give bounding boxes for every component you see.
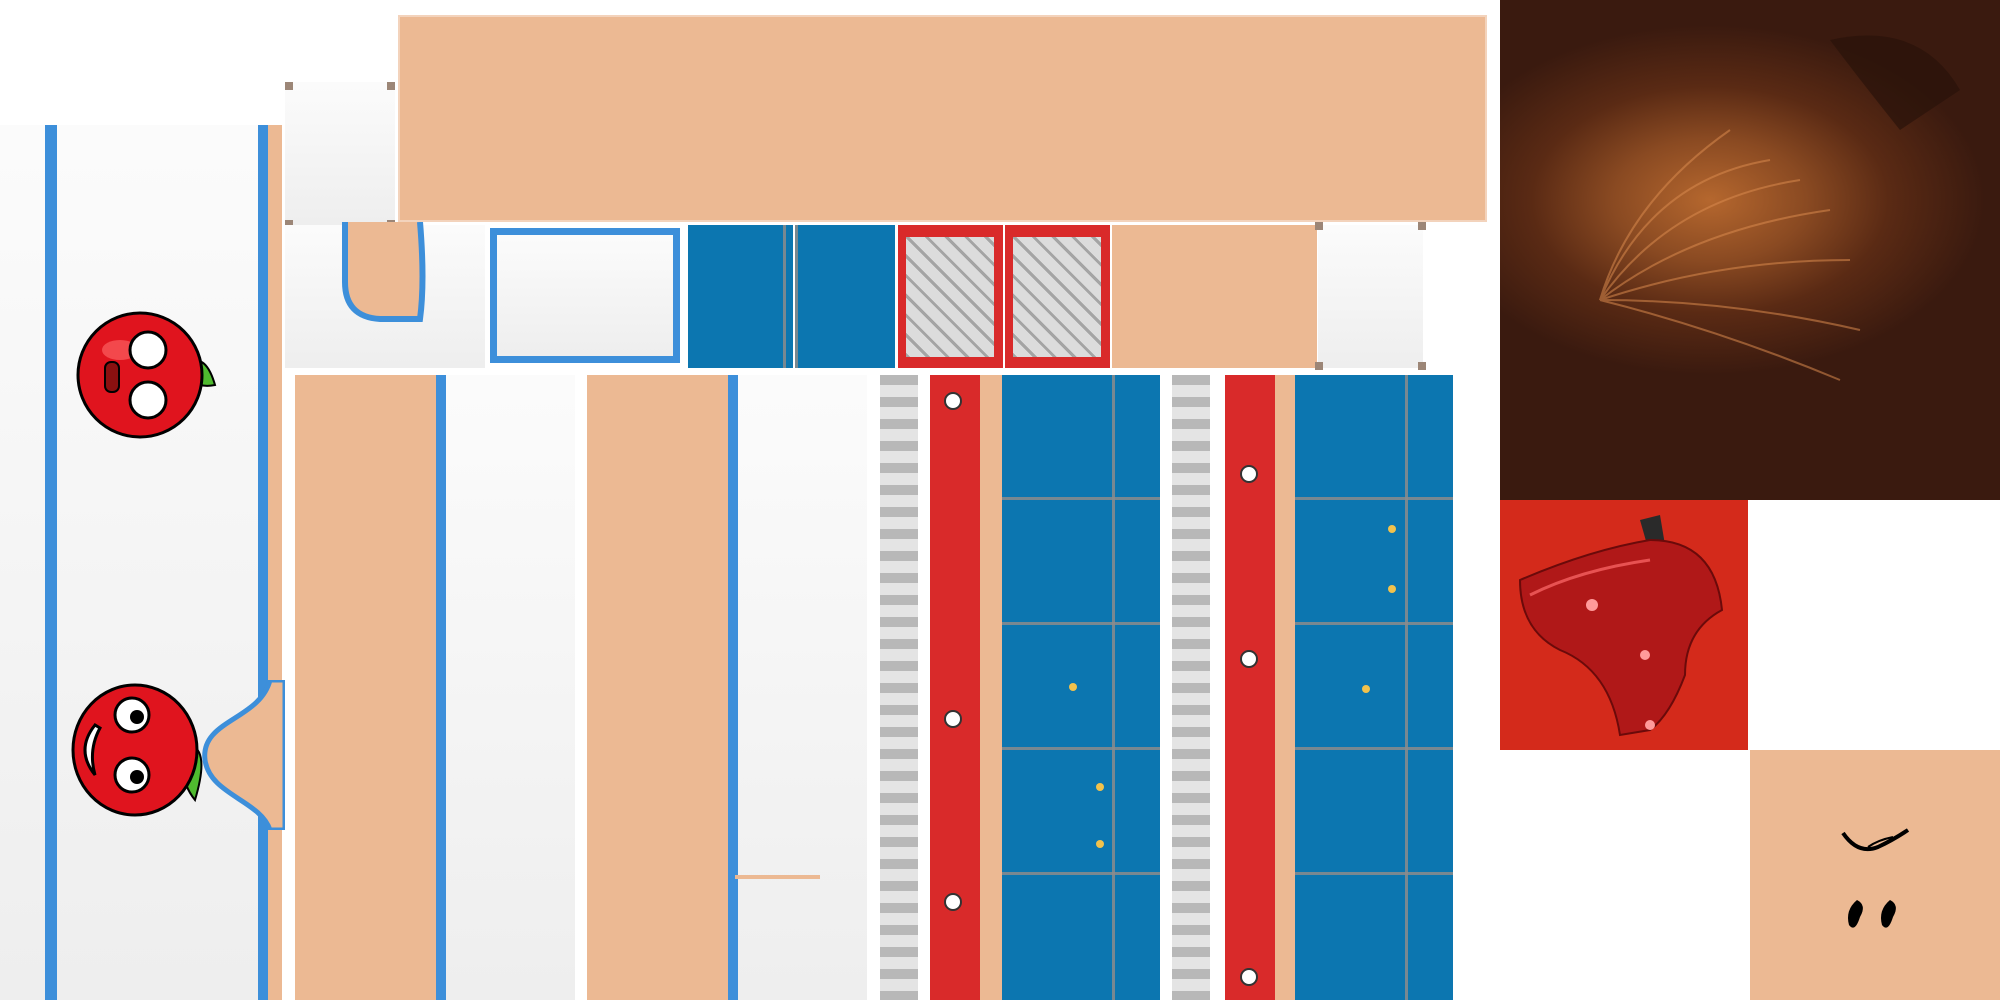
leg-seam bbox=[1002, 497, 1160, 500]
brass-rivet-icon bbox=[1069, 683, 1077, 691]
denim-seam bbox=[795, 225, 798, 368]
brass-rivet-icon bbox=[1388, 525, 1396, 533]
leg-seam bbox=[1295, 872, 1453, 875]
quilted-pattern bbox=[906, 237, 994, 357]
shirt-skin-strip bbox=[268, 125, 282, 1000]
collar-tile-corner bbox=[387, 82, 395, 90]
strap-button-icon bbox=[944, 710, 962, 728]
denim-tile-a bbox=[688, 225, 793, 368]
leg-seam bbox=[1002, 622, 1160, 625]
button-tile-corner bbox=[1418, 222, 1426, 230]
brass-rivet-icon bbox=[1096, 840, 1104, 848]
collar-tile-corner bbox=[285, 82, 293, 90]
sleeve-shirt-b bbox=[732, 375, 867, 1000]
strap-button-icon bbox=[944, 893, 962, 911]
collar-tile bbox=[285, 82, 395, 225]
button-tile bbox=[1318, 225, 1423, 368]
leg-seam bbox=[1295, 622, 1453, 625]
sleeve-divider bbox=[735, 875, 820, 879]
button-tile-corner bbox=[1418, 362, 1426, 370]
strap-button-icon bbox=[944, 392, 962, 410]
overall-leg-a bbox=[1002, 375, 1160, 1000]
strap-button-icon bbox=[1240, 650, 1258, 668]
button-tile-corner bbox=[1315, 362, 1323, 370]
shirt-blue-trim-left bbox=[45, 125, 57, 1000]
strap-gap-b bbox=[1275, 375, 1295, 1000]
boot-sole-a bbox=[880, 375, 918, 1000]
strap-button-icon bbox=[1240, 465, 1258, 483]
shirt-notch-shape bbox=[202, 680, 285, 830]
sleeve-trim-a bbox=[436, 375, 446, 1000]
pocket-outline-tile bbox=[490, 228, 680, 363]
leg-seam bbox=[1295, 747, 1453, 750]
overall-leg-b bbox=[1295, 375, 1453, 1000]
hair-strands bbox=[1599, 35, 1960, 381]
quilted-pattern bbox=[1013, 237, 1101, 357]
button-tile-corner bbox=[1315, 222, 1323, 230]
apple-winking-icon bbox=[76, 311, 217, 439]
denim-tile-b bbox=[795, 225, 895, 368]
strap-gap-a bbox=[980, 375, 1002, 1000]
arm-skin-bar bbox=[398, 15, 1487, 222]
leg-seam bbox=[1002, 747, 1160, 750]
brass-rivet-icon bbox=[1096, 783, 1104, 791]
smile-mouth-icon bbox=[1841, 828, 1910, 852]
quilted-tile-a bbox=[898, 225, 1003, 368]
quilted-tile-b bbox=[1005, 225, 1110, 368]
strap-button-icon bbox=[1240, 968, 1258, 986]
brass-rivet-icon bbox=[1362, 685, 1370, 693]
denim-seam bbox=[783, 225, 786, 368]
collar-tile-corner bbox=[285, 220, 293, 228]
sleeve-trim-b bbox=[728, 375, 738, 1000]
leg-seam bbox=[1002, 872, 1160, 875]
boot-sole-b bbox=[1172, 375, 1210, 1000]
shirt-front-panel bbox=[0, 125, 265, 1000]
sleeve-skin-b bbox=[587, 375, 735, 1000]
sleeve-shirt-a bbox=[440, 375, 575, 1000]
shirt-blue-trim-right bbox=[258, 125, 268, 1000]
leg-seam bbox=[1295, 497, 1453, 500]
face-texture bbox=[1750, 750, 2000, 1000]
sleeve-cuff-outline bbox=[342, 222, 426, 322]
leg-seam bbox=[1112, 375, 1115, 1000]
apple-googly-eyes-icon bbox=[71, 683, 203, 817]
leg-seam bbox=[1405, 375, 1408, 1000]
sleeve-skin-a bbox=[295, 375, 445, 1000]
eyes-icon bbox=[1848, 900, 1896, 928]
hat-shape bbox=[1518, 515, 1724, 737]
brass-rivet-icon bbox=[1388, 585, 1396, 593]
neck-skin-block bbox=[1112, 225, 1317, 368]
